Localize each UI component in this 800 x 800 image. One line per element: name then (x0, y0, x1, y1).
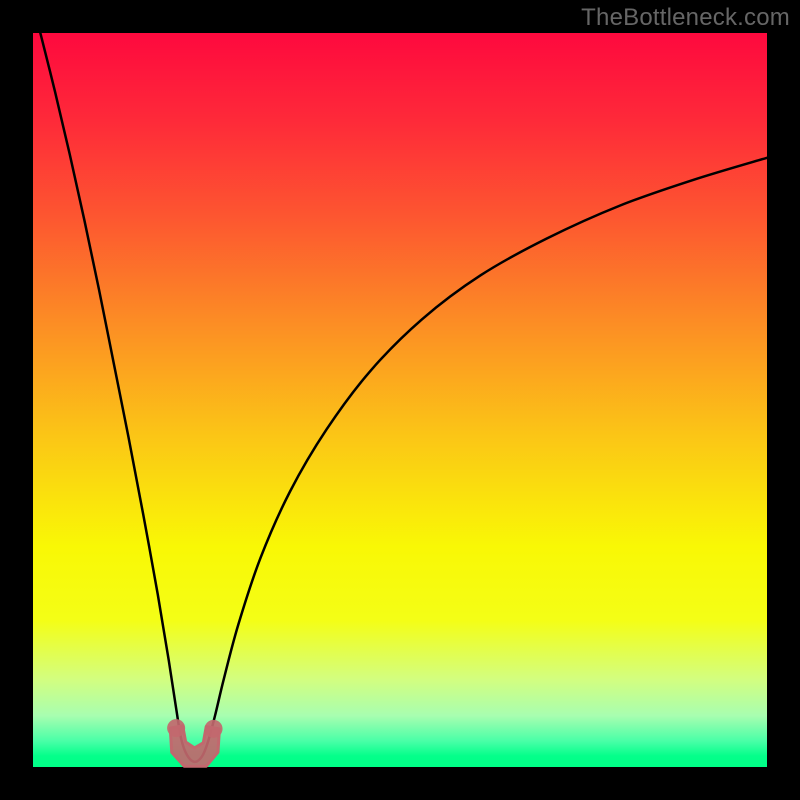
bottleneck-curve-chart (0, 0, 800, 800)
watermark-text: TheBottleneck.com (581, 4, 790, 32)
chart-container: TheBottleneck.com (0, 0, 800, 800)
minimum-marker-lobe (205, 720, 223, 738)
gradient-background (33, 33, 767, 767)
minimum-marker-lobe (167, 719, 185, 737)
